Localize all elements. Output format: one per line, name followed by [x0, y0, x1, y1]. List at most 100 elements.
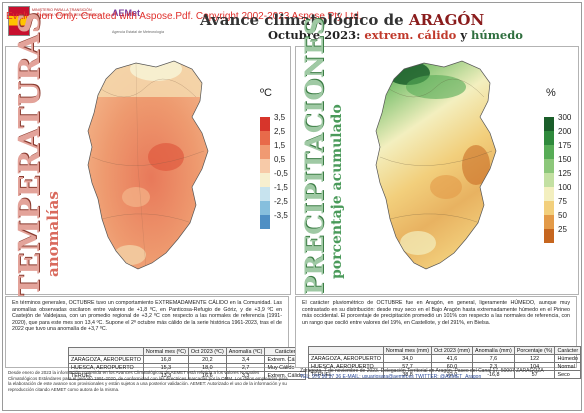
precipitation-legend-label: 125 [558, 169, 572, 178]
subtitle-period: Octubre 2023: [268, 28, 365, 42]
subtitle-warm: extrem. cálido [364, 28, 457, 42]
precipitation-legend-swatch [544, 201, 554, 215]
precipitation-summary-text: El carácter pluviométrico de OCTUBRE fue… [302, 300, 570, 326]
temperature-table-cell: 3,4 [225, 355, 266, 364]
temperature-legend-swatch [260, 201, 270, 215]
precipitation-table-header-cell: Normal mes (mm) [382, 346, 433, 355]
temperature-map-border [87, 60, 209, 270]
precipitation-legend-label: 50 [558, 211, 567, 220]
temperature-legend-label: 0,5 [274, 155, 286, 164]
temperature-legend-swatch [260, 131, 270, 145]
precipitation-legend-swatch [544, 159, 554, 173]
precipitation-table-cell: ZARAGOZA, AEROPUERTO [308, 354, 384, 363]
precipitation-table-cell: 7,6 [471, 354, 515, 363]
page-subtitle: Octubre 2023: extrem. cálido y húmedo [268, 28, 523, 42]
temperature-map-fill [88, 61, 208, 269]
header-logos: MINISTERIO PARA LA TRANSICIÓN ECOLÓGICA … [4, 4, 204, 40]
temperature-table-header-cell: Oct 2023 (ºC) [187, 347, 227, 356]
precipitation-table-cell: 57 [513, 370, 556, 379]
subtitle-and: y [456, 28, 472, 42]
agency-logo-text: Agencia Estatal de Meteorología [112, 30, 164, 34]
spain-crest-logo [8, 6, 30, 36]
subtitle-wet: húmedo [471, 28, 523, 42]
precipitation-map-border [375, 60, 497, 270]
temperature-legend-swatch [260, 187, 270, 201]
temperature-legend-label: -3,5 [274, 211, 288, 220]
precipitation-legend-swatch [544, 215, 554, 229]
precipitation-legend-unit: % [546, 87, 556, 99]
temperature-legend-swatch [260, 159, 270, 173]
precipitation-legend-label: 300 [558, 113, 572, 122]
temperature-table-cell: ZARAGOZA, AEROPUERTO [68, 355, 144, 364]
precipitation-legend-swatch [544, 117, 554, 131]
precipitation-table-row: TERUEL 38,8 22,0 -16,8 57 Seco [308, 370, 582, 379]
temperature-table-cell: 20,2 [187, 355, 227, 364]
temperature-legend-label: -0,5 [274, 169, 288, 178]
precipitation-table-cell: 122 [513, 354, 556, 363]
temperature-summary-text: En términos generales, OCTUBRE tuvo un c… [12, 300, 282, 333]
footer-address: Zaragoza, 7 de noviembre de 2023. Delega… [300, 368, 544, 374]
precipitation-legend-label: 150 [558, 155, 572, 164]
precipitation-percentage-map [375, 60, 497, 270]
footer-contact-info: TEL: 976 56 97 36 E-MAIL: usuariosara@ae… [300, 374, 482, 380]
evaluation-watermark: Evaluation Only. Created with Aspose.Pdf… [6, 11, 362, 22]
precipitation-legend-swatch [544, 145, 554, 159]
precipitation-table-header-cell [308, 346, 384, 355]
precipitation-table-header-cell: Porcentaje (%) [513, 346, 556, 355]
temperature-legend-swatch [260, 215, 270, 229]
aemet-logo: AEMet [112, 8, 141, 18]
temperature-legend-label: -2,5 [274, 197, 288, 206]
temperature-anomaly-map [87, 60, 209, 270]
precipitation-legend-swatch [544, 131, 554, 145]
temperature-table-cell: 16,6 [187, 371, 227, 380]
precipitation-table-cell: Húmedo [554, 354, 582, 363]
precipitation-legend-label: 175 [558, 141, 572, 150]
precipitation-legend-label: 100 [558, 183, 572, 192]
precipitation-table-header-cell: Oct 2023 (mm) [431, 346, 473, 355]
precipitation-table-cell: 41,6 [431, 354, 473, 363]
temperature-table-header-cell [68, 347, 144, 356]
temperature-table-row: HUESCA, AEROPUERTO 15,3 18,0 2,7 Muy Cálido [68, 363, 306, 372]
precipitation-legend-swatch [544, 173, 554, 187]
temperature-stations-table: Normal mes (ºC) Oct 2023 (ºC) Anomalía (ºC… [68, 347, 306, 380]
temperature-table-header-row: Normal mes (ºC) Oct 2023 (ºC) Anomalía (ºC… [68, 347, 306, 356]
precipitation-table-header-cell: Anomalía (mm) [471, 346, 515, 355]
precipitation-table-row: ZARAGOZA, AEROPUERTO 34,0 41,6 7,6 122 Húmedo [308, 354, 582, 363]
page-title: Avance climatológico de ARAGÓN [200, 11, 484, 29]
temperature-legend-swatch [260, 173, 270, 187]
precipitation-table-cell: Seco [554, 370, 582, 379]
precipitation-stations-table: Normal mes (mm) Oct 2023 (mm) Anomalía (mm… [308, 346, 582, 379]
temperature-legend-label: 1,5 [274, 141, 286, 150]
temperature-legend-label: -1,5 [274, 183, 288, 192]
temperature-panel: TEMPERATURAS anomalías ºC 3 [5, 12, 291, 297]
footer-disclaimer: Desde enero de 2023 la información conte… [8, 370, 288, 392]
precipitation-table-cell: 22,0 [431, 370, 473, 379]
precipitation-map-fill [376, 61, 496, 269]
precipitation-legend-label: 25 [558, 225, 567, 234]
temperature-legend-swatch [260, 145, 270, 159]
title-prefix: Avance climatológico de [200, 11, 409, 29]
ministry-logo-text: MINISTERIO PARA LA TRANSICIÓN ECOLÓGICA … [32, 8, 101, 17]
precipitation-table-cell: -16,8 [471, 370, 515, 379]
temperature-table-cell: 16,8 [142, 355, 189, 364]
precipitation-legend-label: 200 [558, 127, 572, 136]
precipitation-table-cell: 34,0 [382, 354, 433, 363]
temperature-legend-label: 2,5 [274, 127, 286, 136]
temperature-table-header-cell: Normal mes (ºC) [142, 347, 189, 356]
temperature-legend-label: 3,5 [274, 113, 286, 122]
precipitation-table-header-cell: Carácter [554, 346, 582, 355]
precipitation-table-cell: 38,8 [382, 370, 433, 379]
title-region: ARAGÓN [408, 11, 485, 29]
precipitation-legend-label: 75 [558, 197, 567, 206]
precipitation-panel: PRECIPITACIONES porcentaje acumulado [295, 17, 579, 295]
temperature-legend-unit: ºC [260, 87, 272, 99]
temperature-table-header-cell: Anomalía (ºC) [225, 347, 266, 356]
footer-contact-block: Zaragoza, 7 de noviembre de 2023. Delega… [300, 368, 576, 380]
temperature-table-cell: Extrem. Cálido [264, 371, 306, 380]
temperature-table-row: ZARAGOZA, AEROPUERTO 16,8 20,2 3,4 Extrem. C… [68, 355, 306, 364]
precipitation-legend-swatch [544, 187, 554, 201]
precipitation-table-header-row: Normal mes (mm) Oct 2023 (mm) Anomalía (mm… [308, 346, 582, 355]
temperature-legend-swatch [260, 117, 270, 131]
precipitation-legend-swatch [544, 229, 554, 243]
temperature-table-row: TERUEL 13,3 16,6 3,3 Extrem. Cálido [68, 371, 306, 380]
